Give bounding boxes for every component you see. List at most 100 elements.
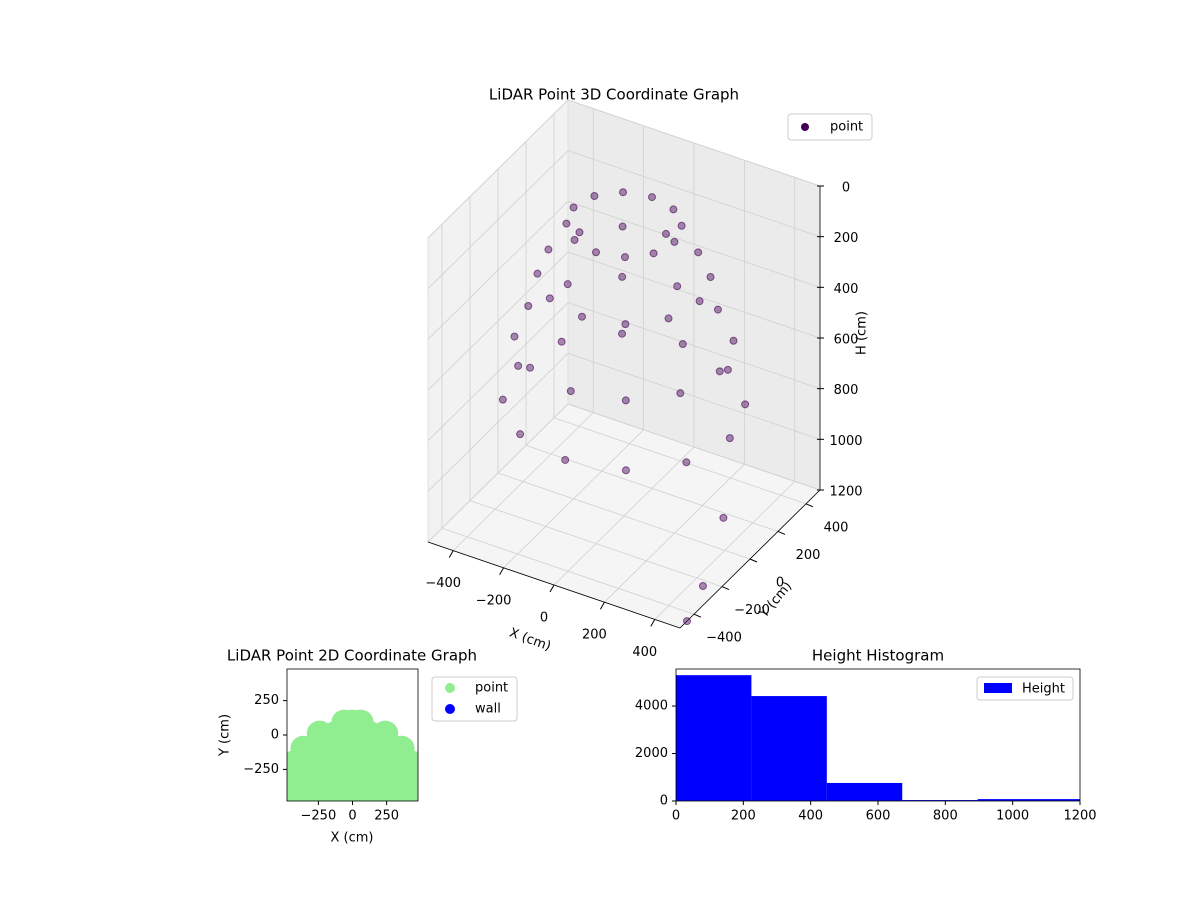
x-tick-label: 0: [672, 809, 680, 824]
grid-line: [427, 353, 569, 492]
point: [682, 458, 691, 467]
y-tick-label: 2000: [635, 746, 668, 761]
grid-line: [427, 99, 569, 239]
point: [566, 387, 575, 396]
point: [670, 237, 679, 246]
point: [673, 282, 682, 291]
plot-area: [287, 709, 418, 801]
point: [664, 314, 673, 323]
z-tick-label: 0: [842, 181, 850, 196]
grid-line: [427, 251, 569, 391]
point: [723, 365, 732, 374]
point: [669, 205, 678, 214]
point: [725, 434, 734, 443]
y-tick-label: −400: [706, 631, 742, 646]
y-tick: [693, 613, 702, 618]
point: [713, 305, 722, 314]
point: [683, 617, 691, 626]
y-tick: [721, 586, 730, 591]
point: [695, 297, 704, 306]
grid-line: [553, 417, 807, 505]
point: [698, 582, 707, 591]
bar: [751, 696, 827, 801]
grid-line: [427, 302, 569, 441]
grid-line: [567, 150, 821, 238]
x-tick-label: −400: [425, 576, 461, 591]
point: [618, 222, 627, 231]
point: [592, 248, 600, 257]
x-tick-label: 200: [731, 809, 756, 824]
chart-title: Height Histogram: [812, 647, 944, 665]
x-tick-label: 600: [866, 809, 891, 824]
y-tick-label: 0: [271, 728, 279, 743]
point: [563, 280, 572, 289]
point: [620, 253, 629, 262]
point: [694, 248, 703, 257]
grid-line: [497, 472, 751, 560]
legend-marker: [801, 123, 809, 131]
x-tick: [499, 567, 505, 576]
point: [621, 320, 630, 329]
y-tick-label: 400: [824, 520, 849, 535]
grid-line: [567, 200, 821, 288]
point: [498, 395, 507, 404]
z-axis-label: H (cm): [855, 311, 870, 355]
point: [618, 272, 627, 281]
y-tick: [749, 558, 758, 563]
point: [715, 367, 724, 376]
legend-label: point: [475, 681, 508, 696]
point: [372, 720, 399, 747]
point: [578, 312, 586, 321]
grid-line: [567, 99, 821, 187]
grid-line: [567, 302, 821, 390]
axis-line: [679, 489, 821, 629]
legend-label: Height: [1022, 682, 1065, 697]
bar: [977, 799, 1080, 801]
bar: [826, 782, 903, 801]
point: [741, 400, 750, 409]
point: [729, 336, 738, 345]
point: [619, 188, 628, 197]
x-tick: [549, 584, 555, 593]
x-tick: [599, 601, 605, 610]
chart-title: LiDAR Point 2D Coordinate Graph: [227, 647, 477, 665]
point: [706, 272, 715, 281]
legend-marker: [445, 683, 455, 693]
legend-box: [976, 676, 1074, 701]
x-axis-label: X (cm): [331, 831, 374, 846]
point: [388, 735, 415, 762]
y-axis-label: Y (cm): [218, 714, 233, 757]
grid-line: [427, 201, 569, 340]
x-tick-label: 0: [348, 809, 356, 824]
bar: [902, 800, 978, 801]
point: [621, 396, 630, 405]
point: [678, 340, 687, 349]
grid-line: [469, 500, 723, 587]
point: [618, 329, 627, 338]
x-tick-label: −250: [301, 809, 337, 824]
z-tick-label: 600: [834, 333, 859, 348]
y-tick-label: 0: [660, 794, 668, 809]
z-tick-label: 1000: [829, 434, 862, 449]
z-tick-label: 1200: [829, 485, 862, 500]
y-tick: [805, 503, 814, 508]
x-tick-label: 400: [632, 645, 657, 660]
point: [590, 191, 599, 200]
point: [516, 430, 525, 439]
axis-line: [427, 541, 681, 629]
point: [676, 389, 685, 398]
x-tick-label: 200: [582, 628, 607, 643]
point: [533, 269, 542, 278]
point: [526, 363, 535, 372]
y-tick-label: 250: [254, 693, 279, 708]
x-tick-label: 800: [933, 809, 958, 824]
x-tick-label: 250: [374, 809, 399, 824]
grid-line: [567, 403, 821, 491]
point: [562, 219, 571, 228]
point: [569, 203, 578, 212]
chart-title: LiDAR Point 3D Coordinate Graph: [489, 86, 739, 104]
grid-line: [427, 403, 569, 543]
point: [510, 332, 519, 341]
y-tick-label: 200: [796, 548, 821, 563]
x-tick-label: 1000: [996, 809, 1029, 824]
